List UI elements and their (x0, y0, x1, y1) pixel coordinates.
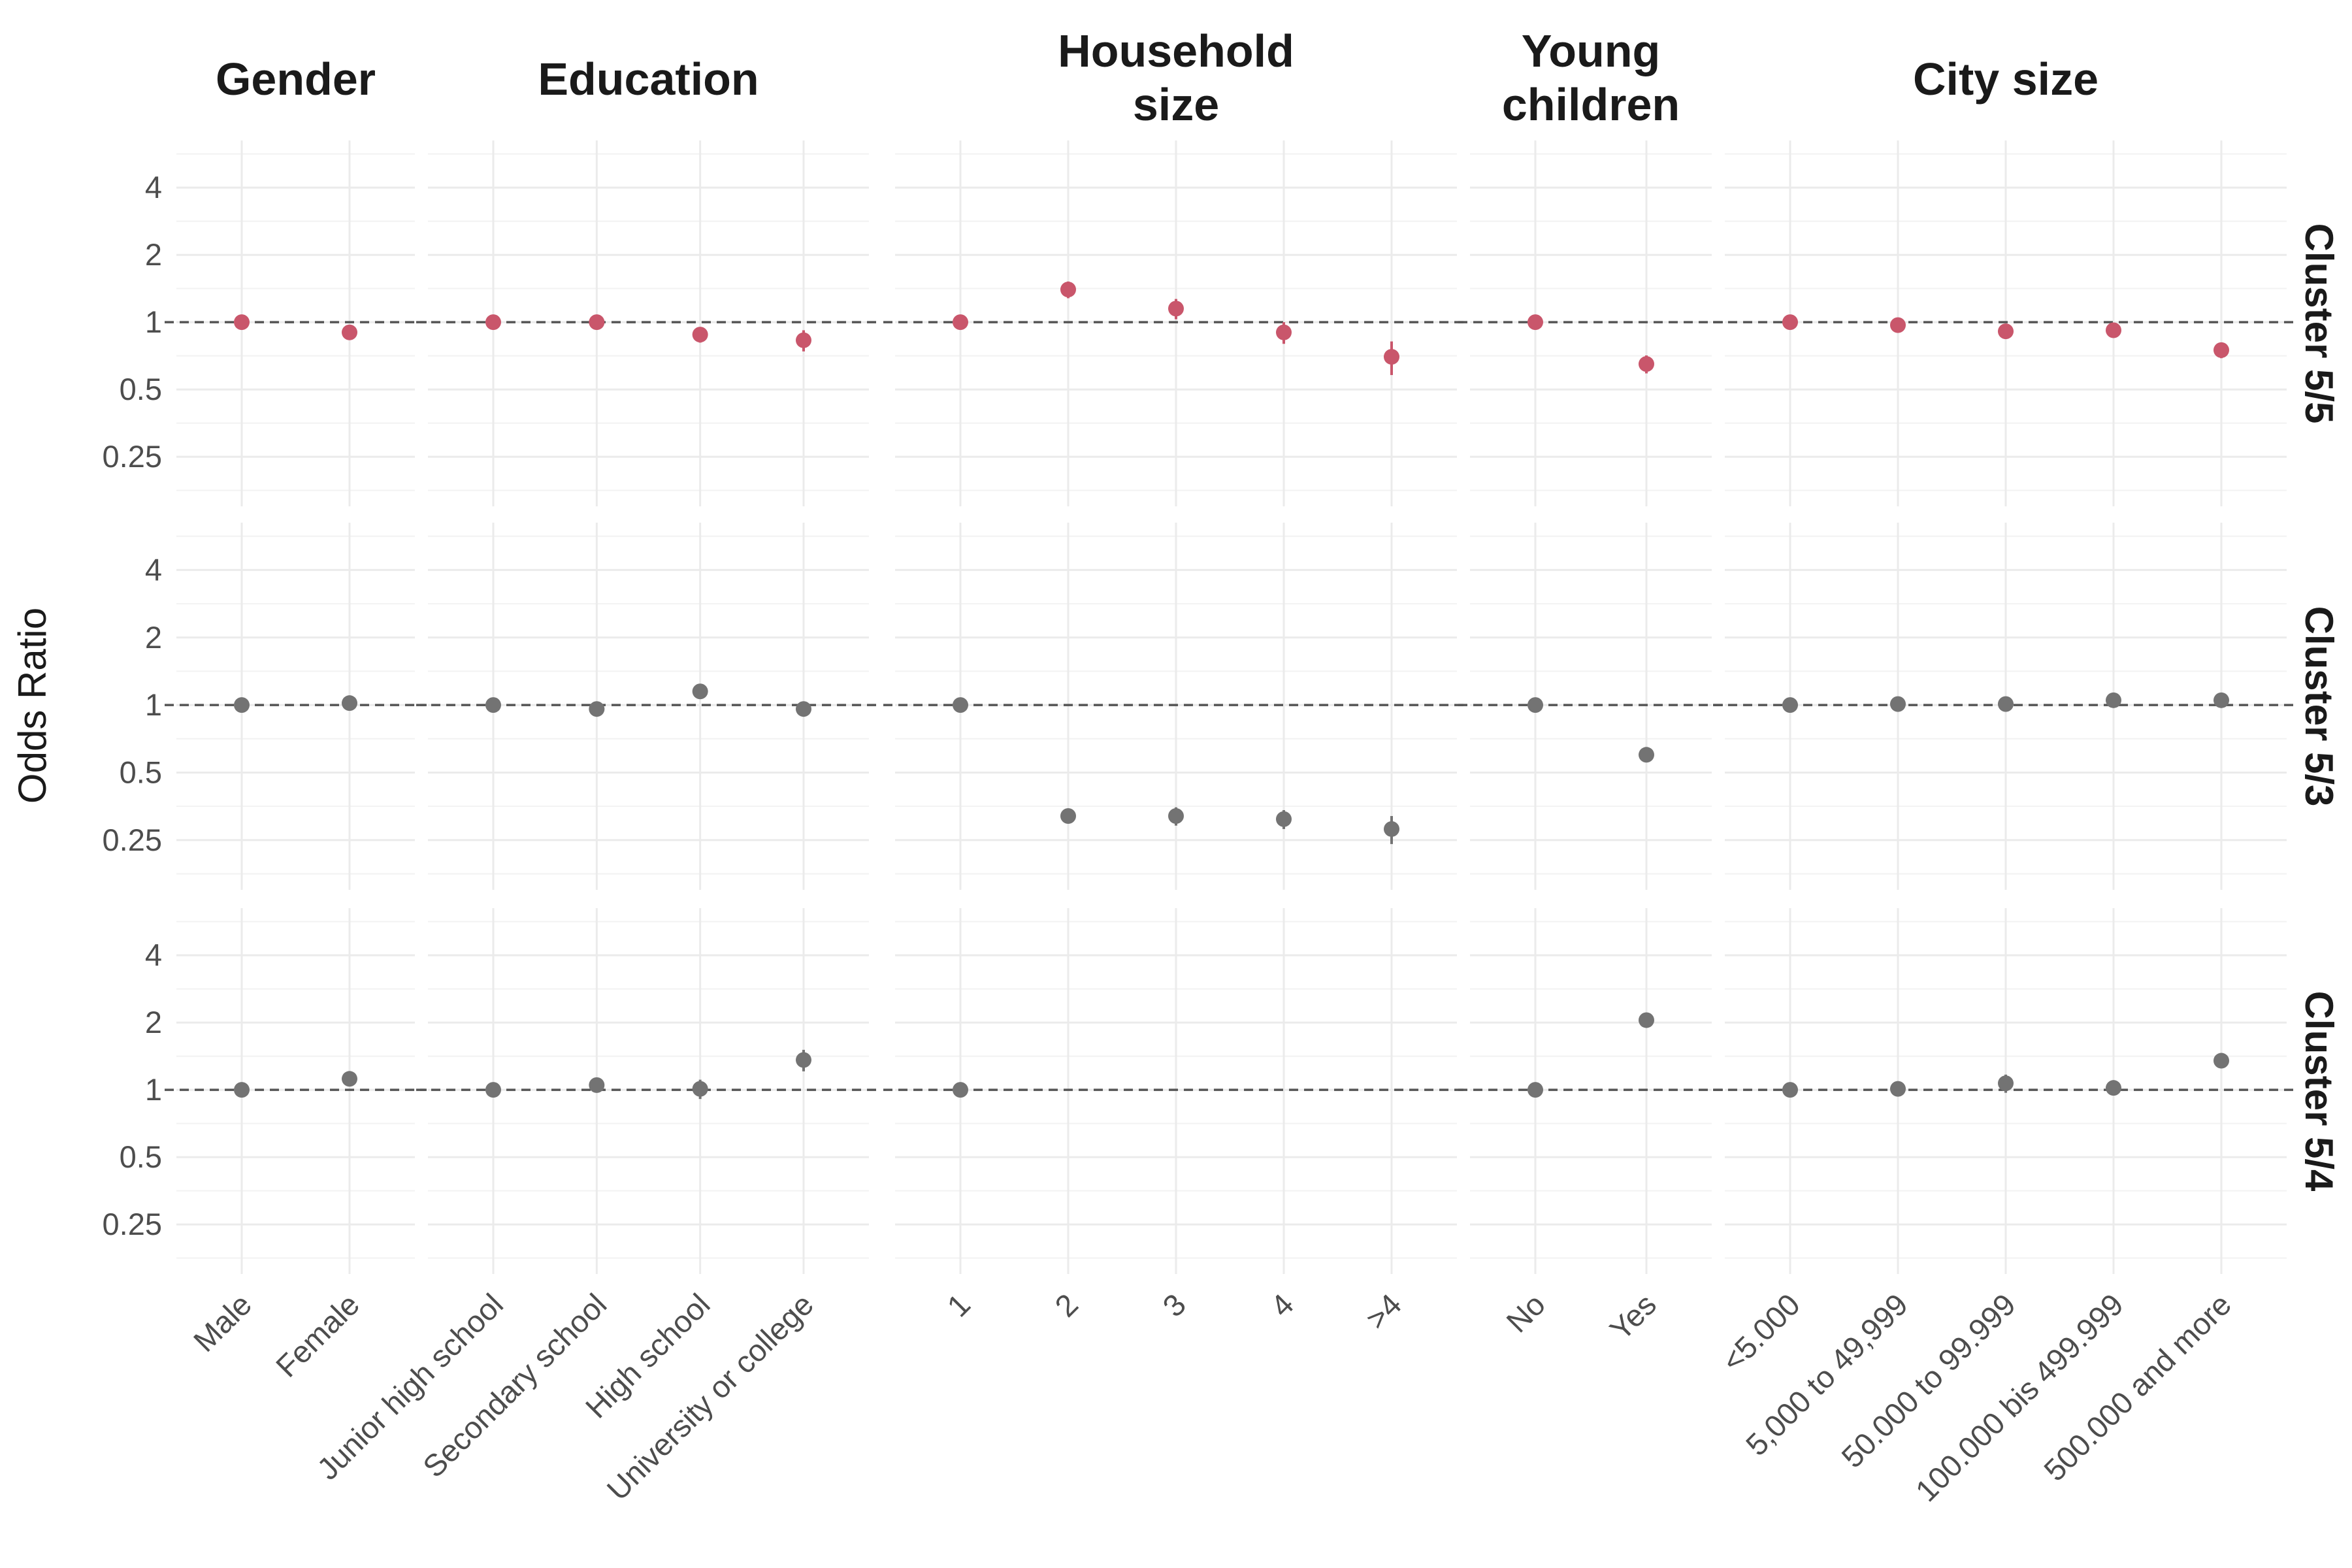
y-tick-label: 2 (145, 237, 162, 272)
data-point (589, 701, 605, 717)
y-tick-label: 4 (145, 170, 162, 204)
data-point (2106, 692, 2121, 708)
y-tick-label: 1 (145, 687, 162, 722)
data-point (1782, 314, 1798, 331)
x-tick-label: 2 (1048, 1287, 1085, 1324)
data-point (234, 1082, 250, 1098)
x-tick-label: Male (187, 1287, 259, 1359)
data-point (1060, 808, 1076, 825)
x-tick-label: 1 (940, 1287, 977, 1324)
x-tick-label: 4 (1264, 1287, 1300, 1324)
y-tick-label: 2 (145, 1005, 162, 1039)
row-strip-label: Cluster 5/5 (2297, 223, 2341, 424)
data-point (485, 1082, 501, 1098)
data-point (1782, 1082, 1798, 1098)
data-points (234, 281, 2229, 1100)
y-tick-label: 0.5 (120, 1139, 162, 1174)
data-point (1782, 697, 1798, 713)
data-point (1384, 821, 1399, 837)
data-point (1639, 1012, 1654, 1028)
data-point (589, 1077, 605, 1093)
data-point (796, 332, 811, 348)
x-tick-label: 100.000 bis 499.999 (1908, 1287, 2130, 1509)
x-tick-label: No (1499, 1287, 1552, 1339)
x-tick-label: <5.000 (1715, 1287, 1806, 1379)
data-point (1168, 301, 1184, 317)
facet-title: Young (1522, 25, 1661, 76)
data-point (234, 697, 250, 713)
x-tick-label: Yes (1603, 1287, 1663, 1347)
data-point (1527, 314, 1543, 331)
y-axis-label: Odds Ratio (10, 608, 54, 804)
y-tick-label: 2 (145, 620, 162, 655)
facet-title: Education (538, 54, 759, 105)
data-point (1639, 356, 1654, 372)
data-point (1890, 317, 1906, 333)
y-tick-label: 0.25 (103, 439, 162, 474)
data-point (485, 697, 501, 713)
facet-title: children (1502, 79, 1680, 130)
x-tick-label: Secondary school (416, 1287, 613, 1484)
data-point (953, 697, 968, 713)
y-tick-label: 1 (145, 1072, 162, 1107)
row-strip-label: Cluster 5/4 (2297, 991, 2341, 1192)
data-point (1890, 1081, 1906, 1097)
data-point (2213, 692, 2229, 708)
data-point (692, 683, 708, 700)
facet-title: Household (1058, 25, 1294, 76)
x-tick-label: >4 (1359, 1287, 1408, 1336)
data-point (1998, 323, 2014, 340)
data-point (485, 314, 501, 331)
facet-title: City size (1913, 54, 2099, 105)
data-point (342, 324, 357, 340)
x-tick-label: 500.000 and more (2037, 1287, 2238, 1488)
data-point (2106, 1080, 2121, 1096)
data-point (1060, 282, 1076, 298)
data-point (342, 695, 357, 711)
data-point (796, 1052, 811, 1068)
facet-title: Gender (216, 54, 376, 105)
grid-layer (176, 140, 2287, 1274)
data-point (953, 314, 968, 331)
facet-title: size (1133, 79, 1219, 130)
data-point (953, 1082, 968, 1098)
data-point (234, 314, 250, 331)
data-point (2213, 1053, 2229, 1069)
data-point (1276, 811, 1292, 827)
y-tick-label: 4 (145, 938, 162, 972)
data-point (1998, 1075, 2014, 1092)
y-tick-label: 0.25 (103, 1207, 162, 1241)
x-tick-label: Female (269, 1287, 366, 1384)
data-point (1384, 349, 1399, 365)
data-point (1527, 697, 1543, 713)
data-point (342, 1071, 357, 1087)
data-point (1639, 747, 1654, 763)
data-point (589, 314, 605, 331)
reference-lines (165, 321, 2298, 1091)
data-point (1998, 696, 2014, 712)
data-point (2213, 342, 2229, 358)
data-point (796, 701, 811, 717)
data-point (692, 1081, 708, 1097)
y-tick-label: 1 (145, 304, 162, 339)
data-point (1276, 324, 1292, 340)
x-tick-label: University or college (600, 1287, 820, 1507)
y-tick-label: 0.5 (120, 755, 162, 789)
data-point (2106, 322, 2121, 338)
data-point (1168, 808, 1184, 825)
y-tick-label: 0.5 (120, 372, 162, 406)
row-strip-label: Cluster 5/3 (2297, 606, 2341, 807)
data-point (1890, 696, 1906, 712)
y-tick-label: 4 (145, 552, 162, 587)
data-point (1527, 1082, 1543, 1098)
data-point (692, 327, 708, 343)
x-tick-label: 3 (1156, 1287, 1192, 1324)
y-tick-label: 0.25 (103, 823, 162, 857)
